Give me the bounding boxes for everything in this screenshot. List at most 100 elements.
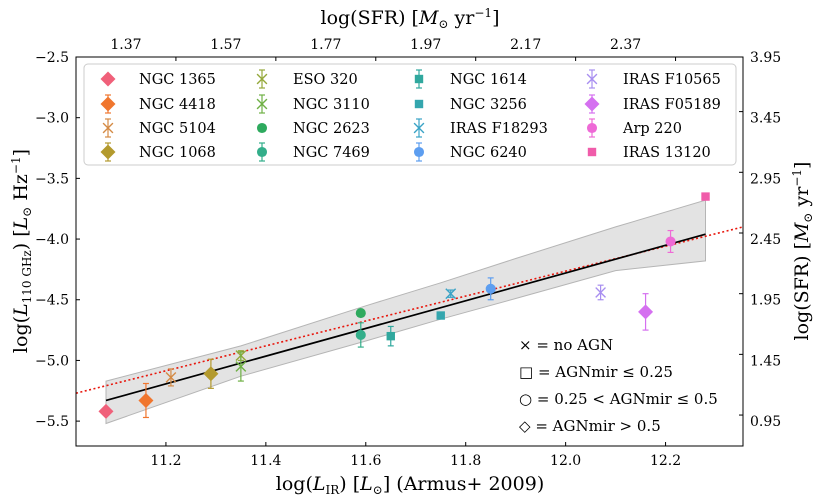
marker-key-symbol-3: ◇	[519, 417, 535, 435]
right-tick-label-1: 3.45	[750, 111, 781, 127]
right-tick-label-5: 1.45	[750, 353, 781, 369]
legend-label-14: Arp 220	[622, 121, 682, 137]
data-point-15	[701, 192, 710, 201]
data-point-12	[595, 287, 607, 298]
legend-marker-0	[100, 71, 116, 87]
legend-marker-4-stroke-b	[256, 73, 268, 85]
marker-key-item-1: □ = AGNmir ≤ 0.25	[519, 363, 673, 381]
legend-marker-2-stroke-b	[102, 122, 114, 134]
legend-label-10: IRAS F18293	[450, 121, 548, 137]
legend-label-5: NGC 3110	[293, 97, 370, 113]
legend-marker-13	[584, 96, 600, 112]
legend-marker-12-stroke-b	[586, 73, 598, 85]
top-tick-label-4: 2.17	[510, 37, 541, 53]
right-tick-label-6: 0.95	[750, 414, 781, 430]
marker-key-item-0: × = no AGN	[519, 336, 613, 354]
marker-key-text-3: = AGNmir > 0.5	[535, 417, 660, 435]
legend-marker-2	[102, 122, 114, 134]
legend-marker-3	[100, 144, 116, 160]
legend-label-4: ESO 320	[293, 72, 358, 88]
y-tick-label-5: −5.0	[35, 353, 69, 369]
y-tick-label-3: −4.0	[35, 232, 69, 248]
data-point-6	[355, 308, 366, 319]
legend-marker-5	[256, 98, 268, 110]
top-tick-label-2: 1.77	[310, 37, 341, 53]
top-tick-label-5: 2.37	[610, 37, 641, 53]
y-tick-label-6: −5.5	[35, 414, 69, 430]
legend-marker-11	[413, 146, 425, 158]
legend-label-7: NGC 7469	[293, 145, 370, 161]
data-point-13	[638, 304, 654, 320]
legend-label-1: NGC 4418	[139, 97, 216, 113]
data-point-3	[203, 366, 219, 382]
marker-key: × = no AGN □ = AGNmir ≤ 0.25 ○ = 0.25 < AG…	[519, 336, 718, 435]
marker-key-text-0: = no AGN	[536, 336, 613, 354]
legend-label-9: NGC 3256	[450, 97, 527, 113]
marker-key-item-2: ○ = 0.25 < AGNmir ≤ 0.5	[519, 390, 718, 408]
legend-marker-6	[256, 122, 268, 134]
data-point-11	[485, 283, 496, 294]
right-tick-label-3: 2.45	[750, 232, 781, 248]
data-point-5-stroke-b	[235, 361, 247, 372]
legend-marker-15	[587, 147, 597, 157]
marker-key-symbol-0: ×	[519, 336, 536, 354]
tick-layer: 11.2 11.4 11.6 11.8 12.0 12.2 −2.5 −3.0 −3.5 −4.0…	[35, 37, 781, 469]
legend-marker-9	[414, 99, 424, 109]
x-tick-label-2: 11.6	[350, 453, 381, 469]
legend-marker-1	[100, 96, 116, 112]
y-tick-label-0: −2.5	[35, 50, 69, 66]
legend-label-6: NGC 2623	[293, 121, 370, 137]
x-tick-label-5: 12.2	[650, 453, 681, 469]
right-axis-title: log(SFR) [M⊙ yr−1]	[790, 162, 815, 341]
data-point-layer	[98, 192, 710, 419]
legend-label-11: NGC 6240	[450, 145, 527, 161]
x-tick-label-3: 11.8	[450, 453, 481, 469]
y-tick-label-2: −3.5	[35, 171, 69, 187]
top-tick-label-3: 1.97	[410, 37, 441, 53]
legend: NGC 1365 NGC 4418 NGC 5104 NGC 1068 ESO 320 N…	[83, 63, 737, 166]
data-point-10-stroke-b	[445, 288, 457, 300]
legend-label-3: NGC 1068	[139, 145, 216, 161]
data-point-9	[436, 311, 445, 320]
data-point-1	[138, 392, 154, 408]
legend-marker-7	[256, 146, 268, 158]
top-tick-label-1: 1.57	[210, 37, 241, 53]
legend-label-8: NGC 1614	[450, 72, 527, 88]
data-point-12-stroke-b	[595, 287, 607, 298]
data-point-0	[98, 403, 114, 419]
right-tick-label-2: 2.95	[750, 171, 781, 187]
data-point-7	[355, 329, 366, 340]
x-axis-title: log(LIR) [L⊙] (Armus+ 2009)	[276, 473, 544, 497]
legend-label-12: IRAS F10565	[623, 72, 721, 88]
data-point-8	[386, 331, 395, 341]
legend-label-2: NGC 5104	[139, 121, 216, 137]
marker-key-item-3: ◇ = AGNmir > 0.5	[519, 417, 661, 435]
top-tick-label-0: 1.37	[110, 37, 141, 53]
plot-frame	[75, 56, 744, 447]
legend-marker-10-stroke-b	[413, 122, 425, 134]
legend-label-0: NGC 1365	[139, 72, 216, 88]
x-tick-label-1: 11.4	[250, 453, 281, 469]
data-point-2-stroke-b	[165, 372, 177, 383]
top-axis-title: log(SFR) [M⊙ yr−1]	[321, 6, 500, 31]
x-tick-label-0: 11.2	[150, 453, 181, 469]
y-tick-label-4: −4.5	[35, 293, 69, 309]
marker-key-symbol-2: ○	[519, 390, 537, 408]
data-point-5	[235, 361, 247, 372]
marker-key-symbol-1: □	[519, 363, 538, 381]
right-tick-label-4: 1.95	[750, 293, 781, 309]
legend-label-13: IRAS F05189	[623, 97, 721, 113]
legend-box	[83, 63, 737, 166]
legend-marker-8	[414, 74, 424, 84]
y-axis-title: log(L110 GHz) [L⊙ Hz−1]	[9, 149, 34, 353]
data-point-14	[665, 236, 676, 247]
confidence-band	[105, 199, 706, 425]
legend-marker-5-stroke-b	[256, 98, 268, 110]
right-tick-label-0: 3.95	[750, 50, 781, 66]
legend-label-15: IRAS 13120	[623, 145, 711, 161]
y-tick-label-1: −3.0	[35, 111, 69, 127]
legend-marker-10	[413, 122, 425, 134]
legend-marker-14	[586, 122, 598, 134]
marker-key-text-1: = AGNmir ≤ 0.25	[538, 363, 673, 381]
